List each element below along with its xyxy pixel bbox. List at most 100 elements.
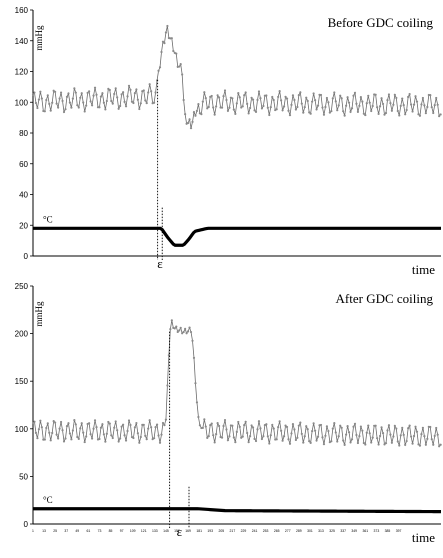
pressure-point <box>339 424 342 427</box>
x-tick-label: 217 <box>230 529 236 533</box>
pressure-point <box>365 431 368 434</box>
pressure-point <box>114 87 117 90</box>
pressure-point <box>315 108 318 111</box>
pressure-point <box>350 438 354 441</box>
pressure-point <box>374 93 377 96</box>
pressure-point <box>435 426 438 430</box>
pressure-point <box>306 99 309 103</box>
pressure-point <box>322 443 326 446</box>
pressure-series-line <box>32 320 441 448</box>
pressure-point <box>277 426 280 429</box>
pressure-point <box>189 127 193 130</box>
pressure-point <box>127 419 131 422</box>
pressure-point <box>331 427 334 430</box>
pressure-point <box>359 425 362 428</box>
pressure-point <box>98 106 101 109</box>
pressure-point <box>333 421 336 425</box>
pressure-point <box>262 435 265 438</box>
x-tick-label: 205 <box>218 529 224 533</box>
y-tick-label: 0 <box>24 520 29 529</box>
pressure-point <box>308 440 311 443</box>
pressure-point <box>309 112 312 115</box>
pressure-point <box>352 94 355 97</box>
pressure-point <box>70 106 73 109</box>
pressure-point <box>148 83 151 86</box>
pressure-point <box>232 108 235 111</box>
pressure-point <box>407 427 410 430</box>
pressure-point <box>209 424 212 427</box>
pressure-point <box>160 433 163 436</box>
pressure-point <box>136 432 139 435</box>
pressure-point <box>226 109 230 112</box>
pressure-point <box>65 425 69 428</box>
x-tick-label: 265 <box>274 529 280 533</box>
pressure-point <box>241 105 244 108</box>
pressure-point <box>305 425 308 428</box>
pressure-point <box>420 433 423 436</box>
pressure-point <box>57 437 60 440</box>
pressure-point <box>132 436 135 440</box>
x-tick-label: 241 <box>252 529 258 533</box>
pressure-point <box>371 436 374 439</box>
pressure-point <box>45 426 48 430</box>
pressure-point <box>398 444 401 447</box>
pressure-point <box>36 106 39 110</box>
x-tick-label: 325 <box>329 529 335 533</box>
pressure-point <box>135 88 138 91</box>
pressure-point <box>46 422 49 425</box>
pressure-point <box>438 115 441 118</box>
pressure-point <box>102 433 105 436</box>
x-tick-label: 181 <box>196 529 202 533</box>
pressure-point <box>226 439 230 442</box>
pressure-point <box>164 31 168 34</box>
pressure-point <box>67 92 70 95</box>
pressure-point <box>408 92 411 96</box>
pressure-point <box>108 88 111 92</box>
pressure-point <box>104 440 107 443</box>
pressure-point <box>370 441 373 444</box>
pressure-point <box>361 100 364 103</box>
pressure-point <box>389 433 392 436</box>
pressure-point <box>123 100 126 103</box>
pressure-point <box>282 105 286 108</box>
pressure-point <box>396 440 399 443</box>
pressure-point <box>188 118 191 121</box>
pressure-point <box>43 438 46 441</box>
pressure-point <box>31 421 35 425</box>
x-tick-label: 61 <box>86 529 90 533</box>
pressure-point <box>275 438 278 441</box>
pressure-point <box>89 100 92 103</box>
pressure-point <box>260 437 264 441</box>
pressure-point <box>111 102 114 105</box>
pressure-point <box>376 106 379 109</box>
pressure-point <box>302 441 305 444</box>
pressure-point <box>346 96 349 99</box>
pressure-point <box>213 441 216 444</box>
pressure-point <box>188 326 191 329</box>
pressure-point <box>362 112 365 115</box>
pressure-point <box>251 98 255 101</box>
pressure-point <box>293 428 296 431</box>
pressure-point <box>404 113 407 116</box>
y-tick-label: 140 <box>15 37 29 46</box>
pressure-point <box>68 432 72 435</box>
x-tick-label: 193 <box>207 529 213 533</box>
pressure-point <box>333 91 336 94</box>
x-tick-label: 229 <box>241 529 247 533</box>
y-tick-label: 150 <box>15 377 29 386</box>
pressure-point <box>257 90 261 93</box>
pressure-point <box>144 434 147 437</box>
pressure-point <box>154 91 157 94</box>
pressure-point <box>175 52 178 55</box>
pressure-point <box>328 111 331 114</box>
pressure-point <box>272 98 275 102</box>
pressure-point <box>355 433 358 437</box>
pressure-point <box>337 435 340 438</box>
pressure-point <box>299 91 302 94</box>
pressure-point <box>129 88 132 92</box>
y-tick-label: 50 <box>19 472 28 481</box>
pressure-point <box>37 428 41 431</box>
pressure-point <box>147 91 150 94</box>
pressure-point <box>392 435 395 438</box>
